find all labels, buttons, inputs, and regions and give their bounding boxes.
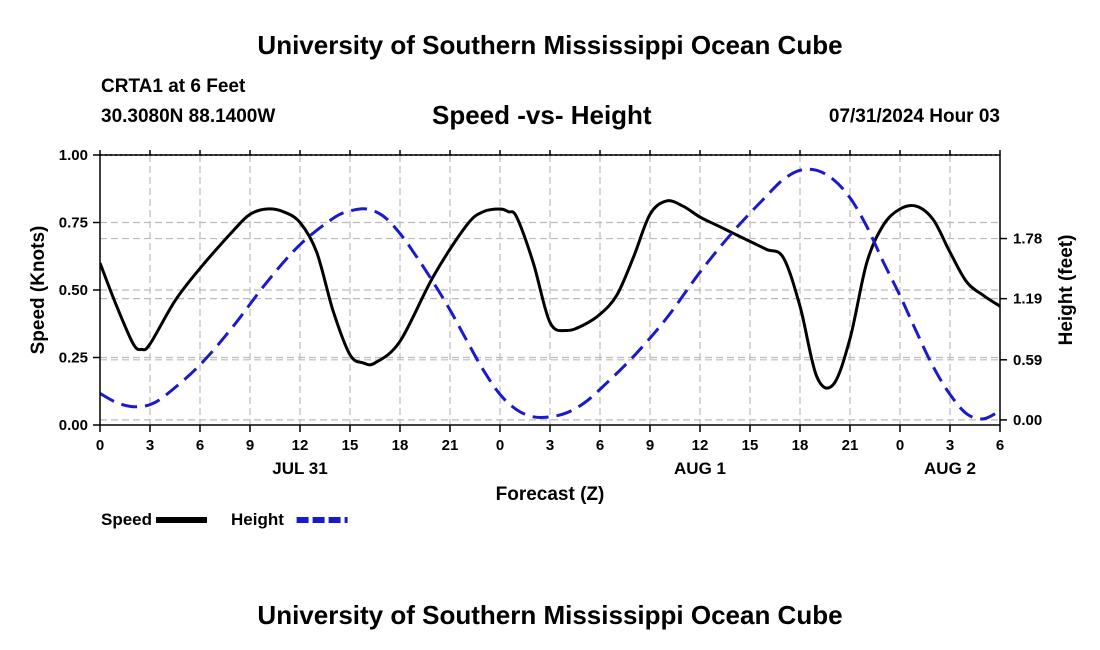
x-tick-label: 3 (546, 437, 554, 454)
y-tick-label: 0.75 (59, 215, 88, 232)
series-layer (100, 167, 1001, 421)
x-tick-label: 21 (842, 437, 859, 454)
x-tick-label: 21 (442, 437, 459, 454)
y-right-axis-label: Height (feet) (1056, 235, 1077, 346)
axes: 0 3 6 9 12 15 18 21 0 3 6 9 12 15 18 21 0 3 6 JUL 31 AUG 1 AU… (59, 147, 1042, 478)
x-tick-label: 6 (596, 437, 604, 454)
x-tick-label: 18 (792, 437, 809, 454)
main-title: University of Southern Mississippi Ocean… (257, 30, 843, 60)
x-tick-label: 9 (646, 437, 654, 454)
x-tick-label: 18 (392, 437, 409, 454)
y-right-tick-label: 0.00 (1013, 412, 1042, 429)
y-axis-label: Speed (Knots) (28, 226, 49, 355)
y-right-tick-label: 1.78 (1013, 231, 1042, 248)
x-tick-label: 15 (742, 437, 759, 454)
legend-label-height: Height (231, 510, 284, 529)
grid-lines (100, 155, 1000, 425)
station-label: CRTA1 at 6 Feet (101, 76, 246, 97)
footer-title: University of Southern Mississippi Ocean… (257, 600, 843, 630)
y-tick-label: 0.25 (59, 350, 88, 367)
x-tick-label: 9 (246, 437, 254, 454)
x-date-label: AUG 1 (674, 459, 726, 478)
y-tick-label: 1.00 (59, 147, 88, 164)
x-date-label: JUL 31 (272, 459, 327, 478)
x-tick-label: 15 (342, 437, 359, 454)
x-date-label: AUG 2 (924, 459, 976, 478)
x-tick-label: 12 (292, 437, 309, 454)
height-series-line (100, 167, 1001, 421)
x-tick-label: 6 (996, 437, 1004, 454)
x-tick-label: 0 (896, 437, 904, 454)
x-tick-label: 3 (146, 437, 154, 454)
x-tick-label: 6 (196, 437, 204, 454)
x-axis-label: Forecast (Z) (496, 484, 605, 505)
y-right-tick-label: 0.59 (1013, 352, 1042, 369)
speed-height-chart: 0 3 6 9 12 15 18 21 0 3 6 9 12 15 18 21 0 3 6 JUL 31 AUG 1 AU… (28, 147, 1077, 529)
y-right-tick-label: 1.19 (1013, 291, 1042, 308)
legend: Speed Height (101, 510, 348, 529)
station-coordinates: 30.3080N 88.1400W (101, 106, 276, 127)
y-tick-label: 0.50 (59, 282, 88, 299)
x-tick-label: 0 (96, 437, 104, 454)
y-tick-label: 0.00 (59, 417, 88, 434)
legend-label-speed: Speed (101, 510, 152, 529)
x-tick-label: 12 (692, 437, 709, 454)
chart-title: Speed -vs- Height (432, 100, 652, 130)
speed-series-line (100, 199, 1001, 390)
x-tick-label: 3 (946, 437, 954, 454)
x-tick-label: 0 (496, 437, 504, 454)
forecast-datetime: 07/31/2024 Hour 03 (828, 106, 1000, 127)
